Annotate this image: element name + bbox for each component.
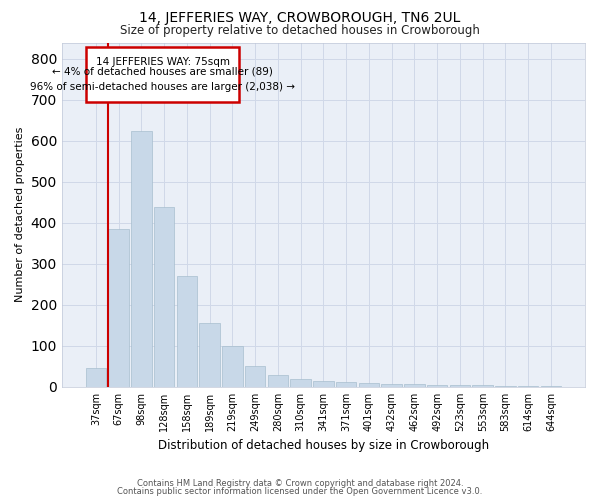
Text: 14, JEFFERIES WAY, CROWBOROUGH, TN6 2UL: 14, JEFFERIES WAY, CROWBOROUGH, TN6 2UL bbox=[139, 11, 461, 25]
Text: Size of property relative to detached houses in Crowborough: Size of property relative to detached ho… bbox=[120, 24, 480, 37]
Text: Contains public sector information licensed under the Open Government Licence v3: Contains public sector information licen… bbox=[118, 487, 482, 496]
Bar bbox=[131, 130, 152, 387]
Bar bbox=[199, 324, 220, 387]
Bar bbox=[518, 386, 538, 387]
Y-axis label: Number of detached properties: Number of detached properties bbox=[15, 127, 25, 302]
Text: 14 JEFFERIES WAY: 75sqm: 14 JEFFERIES WAY: 75sqm bbox=[96, 57, 230, 67]
Text: ← 4% of detached houses are smaller (89): ← 4% of detached houses are smaller (89) bbox=[52, 67, 273, 77]
Bar bbox=[359, 383, 379, 387]
Bar bbox=[472, 386, 493, 387]
Bar bbox=[450, 385, 470, 387]
Bar bbox=[268, 374, 288, 387]
Bar bbox=[245, 366, 265, 387]
Bar bbox=[541, 386, 561, 387]
Bar bbox=[86, 368, 106, 387]
Bar bbox=[336, 382, 356, 387]
Bar bbox=[382, 384, 402, 387]
Bar bbox=[154, 206, 175, 387]
Text: 96% of semi-detached houses are larger (2,038) →: 96% of semi-detached houses are larger (… bbox=[30, 82, 295, 92]
Bar bbox=[313, 381, 334, 387]
Bar bbox=[222, 346, 242, 387]
Bar bbox=[290, 378, 311, 387]
Bar bbox=[404, 384, 425, 387]
Bar bbox=[495, 386, 516, 387]
Bar bbox=[176, 276, 197, 387]
Text: Contains HM Land Registry data © Crown copyright and database right 2024.: Contains HM Land Registry data © Crown c… bbox=[137, 478, 463, 488]
FancyBboxPatch shape bbox=[86, 48, 239, 102]
Bar bbox=[427, 385, 448, 387]
Bar bbox=[109, 229, 129, 387]
X-axis label: Distribution of detached houses by size in Crowborough: Distribution of detached houses by size … bbox=[158, 440, 489, 452]
